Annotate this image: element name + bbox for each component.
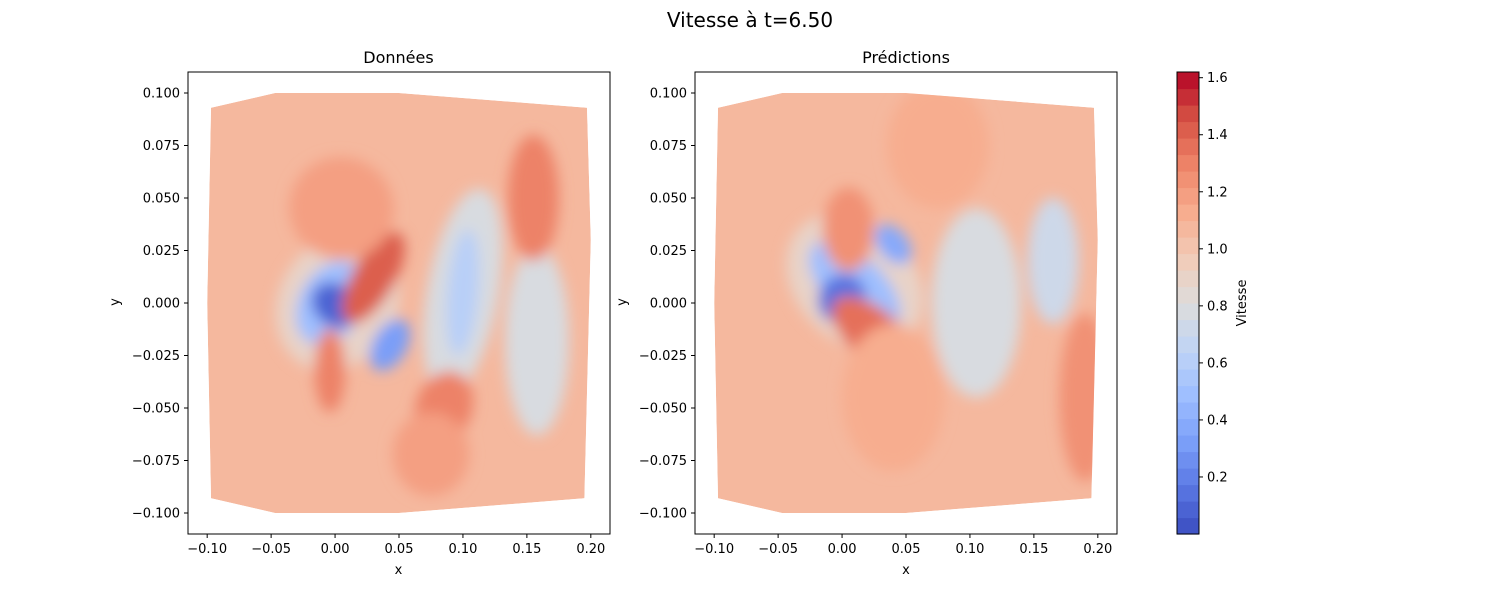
y-tick-label: 0.075 bbox=[143, 139, 180, 154]
panel-predictions: Prédictions x y −0.10 −0.05 0.00 0.05 0.10 0.… bbox=[615, 48, 1118, 578]
x-tick-label: 0.00 bbox=[828, 542, 857, 557]
contour-region bbox=[931, 208, 1022, 398]
contour-region bbox=[341, 232, 405, 324]
x-tick-label: −0.05 bbox=[251, 542, 291, 557]
colorbar-level bbox=[1177, 501, 1199, 519]
x-axis-label-predictions: x bbox=[902, 563, 910, 578]
colorbar-level bbox=[1177, 468, 1199, 486]
colorbar-tick-label: 0.6 bbox=[1207, 356, 1228, 371]
colorbar-level bbox=[1177, 187, 1199, 205]
y-tick-label: 0.025 bbox=[143, 244, 180, 259]
y-tick-label: 0.000 bbox=[143, 297, 180, 312]
x-tick-label: 0.15 bbox=[512, 542, 541, 557]
panel-title-predictions: Prédictions bbox=[862, 48, 950, 67]
y-axis-label-donnees: y bbox=[108, 298, 123, 306]
contour-region bbox=[505, 246, 570, 436]
colorbar-level bbox=[1177, 171, 1199, 189]
y-tick-label: −0.075 bbox=[132, 454, 180, 469]
x-tick-label: 0.05 bbox=[892, 542, 921, 557]
x-axis-label-donnees: x bbox=[395, 563, 403, 578]
colorbar-level bbox=[1177, 220, 1199, 238]
contour-field bbox=[207, 93, 591, 513]
colorbar-level bbox=[1177, 204, 1199, 222]
y-tick-label: −0.025 bbox=[639, 349, 687, 364]
colorbar-level bbox=[1177, 336, 1199, 354]
colorbar-level bbox=[1177, 517, 1199, 535]
y-tick-label: −0.025 bbox=[132, 349, 180, 364]
colorbar-tick-label: 1.2 bbox=[1207, 185, 1228, 200]
x-tick-label: 0.10 bbox=[955, 542, 984, 557]
contour-region bbox=[314, 328, 346, 413]
colorbar-level bbox=[1177, 402, 1199, 420]
contour-region bbox=[874, 224, 912, 265]
colorbar-level bbox=[1177, 286, 1199, 304]
x-tick-label: 0.20 bbox=[576, 542, 605, 557]
colorbar: Vitesse 0.2 0.4 0.6 0.8 1.0 1.2 1.4 1.6 bbox=[1176, 71, 1250, 535]
y-tick-label: 0.025 bbox=[650, 244, 687, 259]
colorbar-level bbox=[1177, 105, 1199, 123]
y-tick-label: 0.075 bbox=[650, 139, 687, 154]
y-tick-label: −0.100 bbox=[132, 507, 180, 522]
contour-region bbox=[446, 229, 480, 356]
y-tick-label: −0.100 bbox=[639, 507, 687, 522]
x-tick-label: 0.10 bbox=[448, 542, 477, 557]
x-tick-label: −0.10 bbox=[694, 542, 734, 557]
x-tick-label: 0.05 bbox=[385, 542, 414, 557]
y-axis-label-predictions: y bbox=[615, 298, 630, 306]
contour-field bbox=[714, 93, 1098, 513]
contour-region bbox=[842, 324, 945, 471]
y-tick-label: 0.100 bbox=[143, 87, 180, 102]
x-tick-label: 0.15 bbox=[1019, 542, 1048, 557]
colorbar-level bbox=[1177, 88, 1199, 106]
colorbar-level bbox=[1177, 121, 1199, 139]
panel-title-donnees: Données bbox=[363, 48, 433, 67]
colorbar-level bbox=[1177, 385, 1199, 403]
colorbar-tick-label: 1.6 bbox=[1207, 71, 1228, 86]
contour-region bbox=[886, 93, 990, 209]
y-tick-label: 0.100 bbox=[650, 87, 687, 102]
colorbar-tick-label: 0.4 bbox=[1207, 413, 1228, 428]
colorbar-tick-label: 1.0 bbox=[1207, 242, 1228, 257]
colorbar-level bbox=[1177, 237, 1199, 255]
colorbar-level bbox=[1177, 418, 1199, 436]
contour-region bbox=[822, 187, 875, 272]
y-tick-label: −0.050 bbox=[639, 402, 687, 417]
panel-donnees: Données x y −0.10 −0.05 0.00 0.05 0.10 0.15 0.… bbox=[108, 48, 611, 578]
figure-title: Vitesse à t=6.50 bbox=[667, 8, 833, 32]
colorbar-level bbox=[1177, 435, 1199, 453]
x-tick-label: −0.05 bbox=[758, 542, 798, 557]
colorbar-level bbox=[1177, 319, 1199, 337]
colorbar-level bbox=[1177, 369, 1199, 387]
colorbar-level bbox=[1177, 352, 1199, 370]
contour-region bbox=[507, 135, 559, 261]
y-tick-label: 0.050 bbox=[143, 192, 180, 207]
colorbar-level bbox=[1177, 451, 1199, 469]
colorbar-tick-label: 0.2 bbox=[1207, 470, 1228, 485]
colorbar-level bbox=[1177, 484, 1199, 502]
contour-region bbox=[289, 157, 394, 260]
y-tick-label: 0.000 bbox=[650, 297, 687, 312]
x-tick-label: −0.10 bbox=[187, 542, 227, 557]
colorbar-label: Vitesse bbox=[1235, 280, 1250, 327]
contour-region bbox=[1027, 198, 1079, 324]
colorbar-level bbox=[1177, 72, 1199, 90]
contour-region bbox=[392, 412, 470, 497]
y-tick-label: −0.050 bbox=[132, 402, 180, 417]
colorbar-level bbox=[1177, 138, 1199, 156]
x-tick-label: 0.00 bbox=[321, 542, 350, 557]
colorbar-level bbox=[1177, 253, 1199, 271]
x-tick-label: 0.20 bbox=[1083, 542, 1112, 557]
colorbar-level bbox=[1177, 303, 1199, 321]
colorbar-level bbox=[1177, 270, 1199, 288]
colorbar-level bbox=[1177, 154, 1199, 172]
y-tick-label: 0.050 bbox=[650, 192, 687, 207]
colorbar-tick-label: 0.8 bbox=[1207, 299, 1228, 314]
colorbar-tick-label: 1.4 bbox=[1207, 128, 1228, 143]
colorbar-frame bbox=[1176, 71, 1200, 535]
contour-region bbox=[369, 319, 411, 371]
y-tick-label: −0.075 bbox=[639, 454, 687, 469]
